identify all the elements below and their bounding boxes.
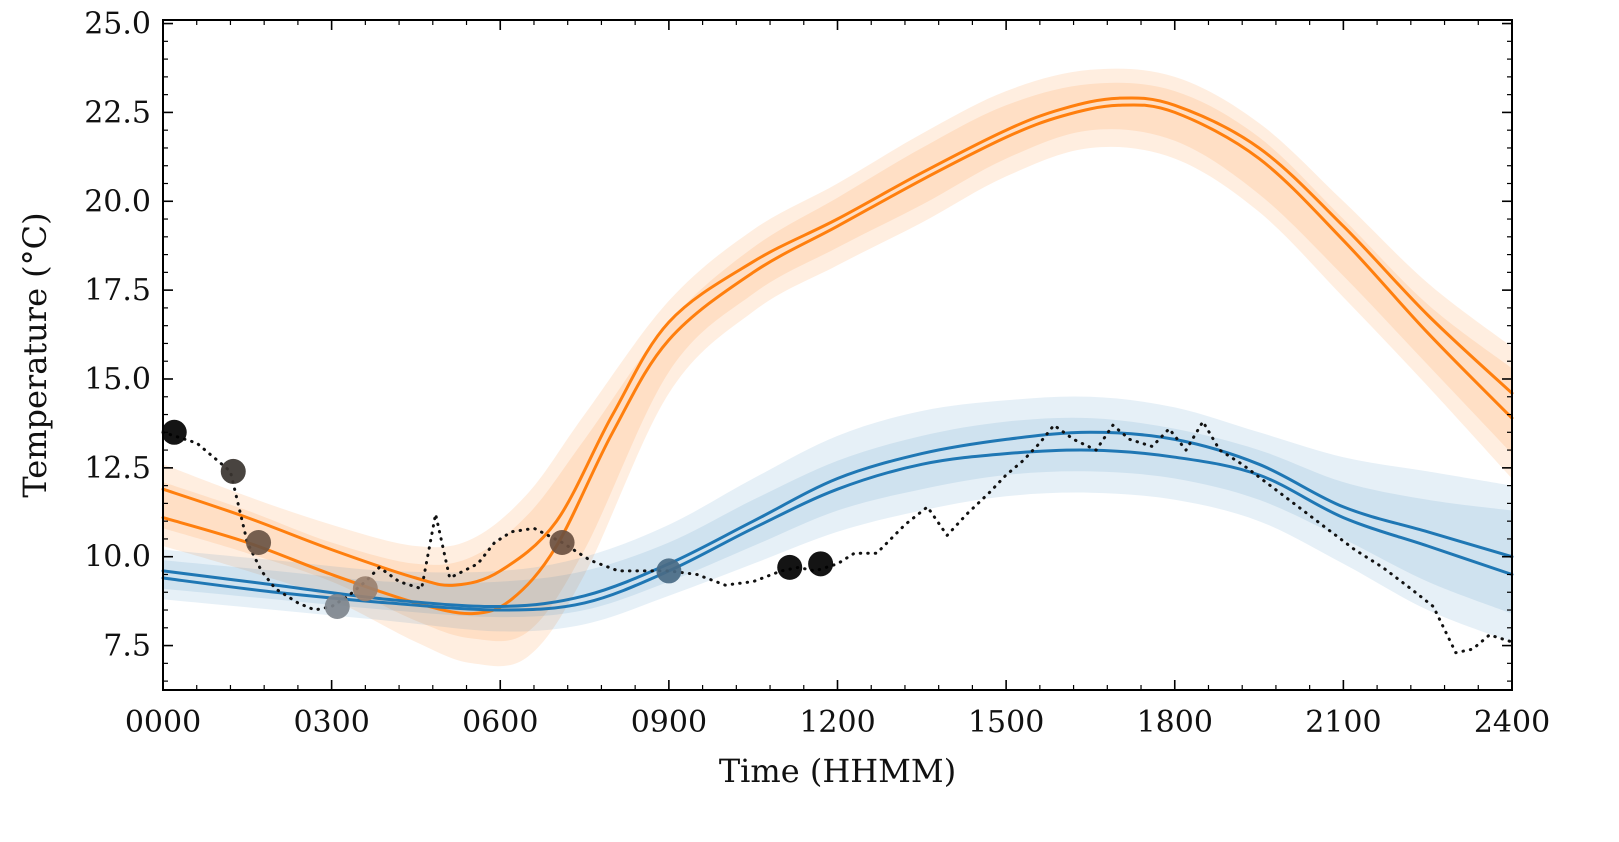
x-tick-label: 1800: [1137, 705, 1213, 740]
orange-mean-upper-line: [161, 96, 1514, 587]
x-tick-label: 1500: [968, 705, 1044, 740]
y-tick-label: 17.5: [84, 273, 151, 308]
x-tick-label: 2400: [1474, 705, 1550, 740]
blue-band-inner: [163, 417, 1512, 618]
blue-mean-lower-line: [161, 448, 1514, 612]
observation-marker-7: [656, 558, 682, 584]
observation-marker-6: [549, 529, 575, 555]
x-tick-label: 2100: [1305, 705, 1381, 740]
x-axis-label: Time (HHMM): [719, 752, 956, 790]
observation-marker-8: [777, 554, 803, 580]
plot-frame: [162, 19, 1513, 691]
y-tick-label: 20.0: [84, 184, 151, 219]
observed-temperature-line: [161, 420, 1514, 655]
observation-marker-9: [808, 551, 834, 577]
y-tick-label: 25.0: [84, 7, 151, 42]
observation-marker-4: [324, 593, 350, 619]
observation-markers: [161, 419, 834, 619]
x-tick-label: 0600: [462, 705, 538, 740]
observation-marker-1: [161, 419, 187, 445]
observation-marker-3: [246, 529, 272, 555]
y-tick-label: 10.0: [84, 540, 151, 575]
blue-mean-upper-line: [161, 430, 1514, 609]
axis-tick-labels: 0000 0300 0600 0900 1200 1500 1800 2100 2400 7.5 1…: [84, 7, 1550, 740]
orange-band-inner: [163, 82, 1512, 642]
y-axis-label: Temperature (°C): [16, 212, 54, 497]
y-tick-label: 12.5: [84, 451, 151, 486]
y-tick-label: 15.0: [84, 362, 151, 397]
y-tick-label: 22.5: [84, 95, 151, 130]
x-tick-label: 0300: [293, 705, 369, 740]
x-tick-label: 1200: [799, 705, 875, 740]
observation-marker-2: [220, 458, 246, 484]
y-tick-label: 7.5: [103, 629, 151, 664]
x-tick-label: 0000: [125, 705, 201, 740]
x-tick-label: 0900: [631, 705, 707, 740]
orange-band-outer: [163, 68, 1512, 667]
observation-marker-5: [352, 576, 378, 602]
series-lines: [161, 96, 1514, 655]
